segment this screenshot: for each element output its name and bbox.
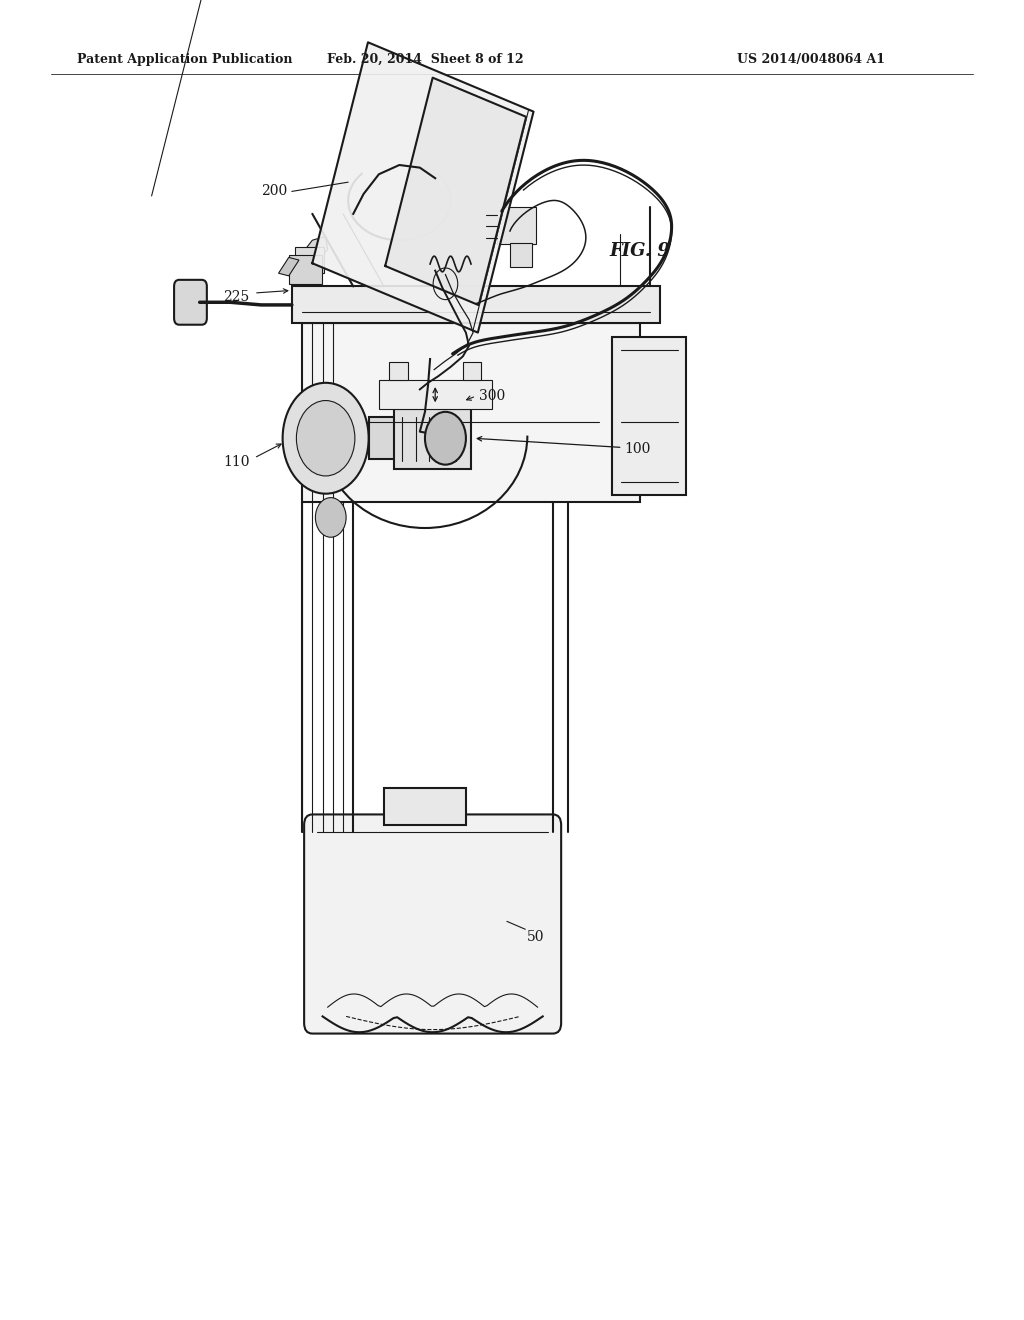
FancyBboxPatch shape <box>174 280 207 325</box>
Circle shape <box>296 400 355 477</box>
Bar <box>408 424 433 453</box>
Bar <box>379 380 492 409</box>
Circle shape <box>315 498 346 537</box>
Polygon shape <box>312 42 534 333</box>
Bar <box>394 409 471 469</box>
Bar <box>302 323 640 502</box>
Text: FIG. 9: FIG. 9 <box>609 242 670 260</box>
Polygon shape <box>385 78 526 305</box>
Polygon shape <box>279 257 299 276</box>
Bar <box>292 286 660 323</box>
Circle shape <box>283 383 369 494</box>
Text: US 2014/0048064 A1: US 2014/0048064 A1 <box>737 53 886 66</box>
Text: 110: 110 <box>223 455 250 469</box>
Text: 100: 100 <box>625 442 651 455</box>
Text: 200: 200 <box>261 185 288 198</box>
Bar <box>369 417 408 459</box>
FancyBboxPatch shape <box>304 814 561 1034</box>
Text: 300: 300 <box>479 389 506 403</box>
Text: Feb. 20, 2014  Sheet 8 of 12: Feb. 20, 2014 Sheet 8 of 12 <box>327 53 523 66</box>
Bar <box>612 337 686 495</box>
Polygon shape <box>297 236 328 263</box>
Text: Patent Application Publication: Patent Application Publication <box>77 53 292 66</box>
Bar <box>289 255 322 284</box>
Bar <box>384 788 466 825</box>
Text: 50: 50 <box>527 931 545 944</box>
Bar <box>389 362 408 380</box>
Bar <box>497 207 536 244</box>
Bar <box>463 362 481 380</box>
Circle shape <box>425 412 466 465</box>
Text: 225: 225 <box>223 290 250 304</box>
Bar <box>510 243 532 267</box>
Bar <box>295 247 324 273</box>
